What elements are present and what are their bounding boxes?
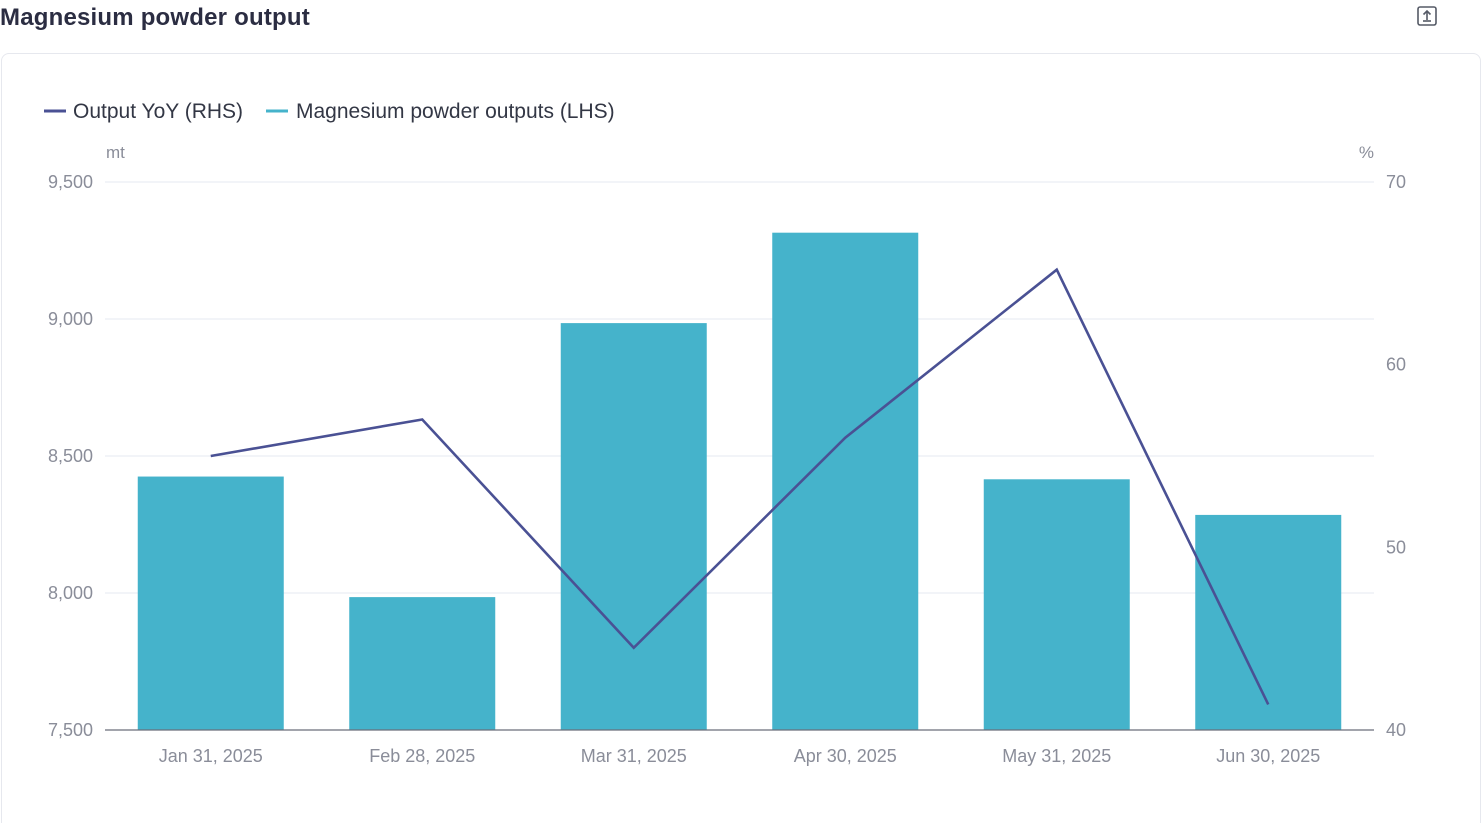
grid-layer (105, 181, 1374, 594)
x-tick-label: May 31, 2025 (1002, 746, 1111, 766)
left-tick-label: 8,000 (48, 583, 93, 603)
left-tick-label: 9,000 (48, 309, 93, 329)
page-title: Magnesium powder output (0, 4, 310, 31)
x-tick-label: Jan 31, 2025 (159, 746, 263, 766)
x-tick-label: Feb 28, 2025 (369, 746, 475, 766)
left-tick-label: 9,500 (48, 172, 93, 192)
right-axis-unit: % (1359, 143, 1374, 162)
bar[interactable] (772, 232, 919, 730)
export-icon (1417, 6, 1437, 26)
export-button[interactable] (1416, 5, 1438, 27)
legend-label-outputs: Magnesium powder outputs (LHS) (296, 100, 615, 123)
right-tick-label: 70 (1386, 172, 1406, 192)
left-tick-label: 7,500 (48, 720, 93, 740)
bar[interactable] (560, 323, 707, 730)
legend-item-yoy[interactable]: Output YoY (RHS) (44, 100, 243, 123)
yoy-line[interactable] (210, 267, 1270, 705)
bar[interactable] (137, 476, 284, 730)
x-tick-label: Mar 31, 2025 (581, 746, 687, 766)
bar[interactable] (983, 479, 1130, 730)
legend-item-outputs[interactable]: Magnesium powder outputs (LHS) (266, 100, 615, 123)
left-axis-unit: mt (106, 143, 125, 162)
bar[interactable] (1195, 514, 1342, 730)
x-tick-label: Jun 30, 2025 (1216, 746, 1320, 766)
legend-label-yoy: Output YoY (RHS) (73, 100, 243, 123)
legend: Output YoY (RHS) Magnesium powder output… (44, 100, 615, 123)
x-tick-label: Apr 30, 2025 (794, 746, 897, 766)
line-layer (210, 267, 1270, 705)
right-tick-label: 50 (1386, 537, 1406, 557)
bar[interactable] (349, 597, 496, 730)
right-tick-label: 40 (1386, 720, 1406, 740)
bar-layer (137, 232, 1342, 730)
axis-layer: 7,500 8,000 8,500 9,000 9,500 40 50 60 70 Jan 31,… (48, 172, 1406, 766)
left-tick-label: 8,500 (48, 446, 93, 466)
right-tick-label: 60 (1386, 355, 1406, 375)
